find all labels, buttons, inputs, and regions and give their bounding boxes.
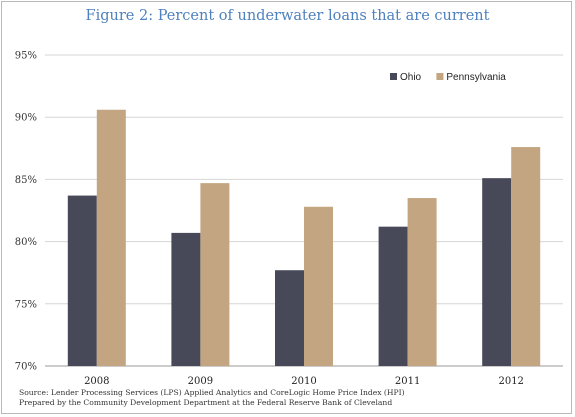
x-tick-label: 2008	[84, 376, 109, 387]
y-axis-ticks: 70% 75% 80% 85% 90% 95%	[15, 51, 37, 373]
bar-ohio-2011	[378, 226, 408, 366]
prepared-by-line: Prepared by the Community Development De…	[19, 398, 393, 407]
legend-swatch-ohio	[390, 73, 397, 80]
x-tick-label: 2009	[188, 376, 213, 387]
y-tick-label: 75%	[15, 299, 37, 310]
y-tick-label: 70%	[15, 362, 37, 373]
bar-pennsylvania-2011	[407, 198, 437, 366]
bar-pennsylvania-2008	[96, 109, 126, 367]
legend-swatch-pennsylvania	[436, 73, 444, 80]
chart-title: Figure 2: Percent of underwater loans th…	[85, 8, 490, 24]
x-tick-label: 2012	[498, 376, 523, 387]
bar-pennsylvania-2010	[304, 206, 333, 366]
y-tick-label: 90%	[15, 113, 37, 124]
x-tick-label: 2011	[395, 376, 420, 387]
source-line: Source: Lender Processing Services (LPS)…	[19, 388, 405, 397]
legend: Ohio Pennsylvania	[390, 72, 506, 83]
x-tick-label: 2010	[291, 376, 316, 387]
bar-pennsylvania-2012	[511, 147, 541, 366]
y-tick-label: 80%	[15, 237, 37, 248]
bar-pennsylvania-2009	[200, 183, 230, 366]
x-axis-ticks: 2008 2009 2010 2011 2012	[84, 376, 524, 387]
legend-label-ohio: Ohio	[400, 72, 422, 83]
source-note: Source: Lender Processing Services (LPS)…	[19, 388, 559, 408]
bars	[67, 109, 541, 367]
y-tick-label: 85%	[15, 175, 37, 186]
y-tick-label: 95%	[15, 51, 37, 62]
legend-label-pennsylvania: Pennsylvania	[446, 72, 506, 83]
bar-ohio-2009	[171, 232, 201, 366]
bar-ohio-2010	[275, 270, 304, 366]
bar-ohio-2008	[67, 195, 97, 366]
bar-ohio-2012	[482, 178, 512, 366]
